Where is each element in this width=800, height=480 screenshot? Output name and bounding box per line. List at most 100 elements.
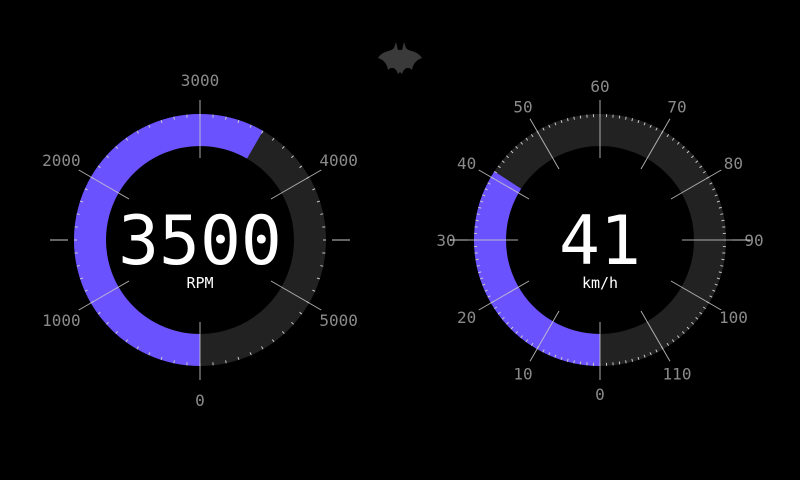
speed-minor-tick — [720, 213, 724, 215]
speed-minor-tick — [702, 306, 706, 310]
speed-value-arc — [474, 171, 601, 366]
speed-tick-label: 0 — [595, 385, 605, 404]
rpm-minor-tick — [237, 120, 240, 124]
speed-minor-tick — [494, 306, 498, 310]
speed-minor-tick — [478, 271, 482, 274]
speed-minor-tick — [525, 137, 529, 141]
rpm-minor-tick — [148, 352, 151, 356]
rpm-minor-tick — [173, 360, 175, 364]
rpm-minor-tick — [115, 146, 119, 149]
speed-minor-tick — [718, 271, 722, 274]
speed-minor-tick — [631, 118, 634, 122]
rpm-minor-tick — [225, 116, 227, 120]
speed-minor-tick — [506, 155, 509, 159]
rpm-minor-tick — [249, 124, 252, 128]
speed-minor-tick — [520, 141, 523, 145]
speed-minor-tick — [655, 349, 658, 353]
speed-minor-tick — [643, 122, 646, 126]
rpm-minor-tick — [160, 356, 163, 360]
speed-minor-tick — [625, 360, 627, 364]
speed-minor-tick — [691, 321, 694, 325]
speed-minor-tick — [484, 188, 488, 191]
speed-minor-tick — [482, 283, 486, 286]
rpm-minor-tick — [281, 146, 285, 149]
speed-tick-label: 60 — [590, 77, 609, 96]
speed-minor-tick — [501, 160, 505, 163]
speed-minor-tick — [554, 122, 557, 126]
speed-minor-tick — [702, 170, 706, 174]
rpm-minor-tick — [148, 124, 151, 128]
speed-minor-tick — [515, 331, 519, 334]
rpm-minor-tick — [291, 155, 294, 159]
speed-minor-tick — [637, 120, 640, 124]
rpm-minor-tick — [173, 116, 175, 120]
speed-minor-tick — [530, 134, 534, 138]
rpm-minor-tick — [125, 339, 129, 343]
rpm-tick-label: 1000 — [42, 311, 81, 330]
speed-minor-tick — [478, 206, 482, 209]
speed-minor-tick — [681, 331, 685, 334]
speed-minor-tick — [712, 188, 716, 191]
speed-minor-tick — [506, 321, 509, 325]
speed-minor-tick — [625, 116, 627, 120]
speed-minor-tick — [649, 124, 652, 128]
rpm-minor-tick — [84, 188, 88, 191]
speed-minor-tick — [677, 141, 680, 145]
speed-minor-tick — [566, 358, 569, 362]
rpm-minor-tick — [316, 277, 320, 280]
rpm-minor-tick — [125, 137, 129, 141]
speed-gauge: 0 10 20 30 40 50 60 70 80 90 100 110 — [436, 77, 763, 404]
rpm-minor-tick — [261, 346, 264, 350]
speed-minor-tick — [720, 265, 724, 267]
rpm-minor-tick — [299, 311, 303, 315]
rpm-tick-label: 5000 — [319, 311, 358, 330]
speed-minor-tick — [487, 295, 491, 298]
speed-major-tick — [529, 310, 560, 362]
speed-minor-tick — [716, 200, 720, 203]
rpm-major-tick — [78, 280, 130, 311]
speed-minor-tick — [476, 213, 480, 215]
speed-major-tick — [478, 169, 530, 200]
speed-minor-tick — [714, 194, 718, 197]
speed-minor-tick — [548, 124, 551, 128]
speed-minor-tick — [681, 146, 685, 149]
speed-minor-tick — [525, 339, 529, 343]
rpm-tick-label: 0 — [195, 391, 205, 410]
speed-minor-tick — [480, 277, 484, 280]
speed-minor-tick — [699, 311, 703, 315]
speed-minor-tick — [716, 277, 720, 280]
speed-tick-label: 80 — [724, 154, 743, 173]
speed-major-tick — [670, 280, 722, 311]
bat-icon — [378, 42, 422, 74]
rpm-readout: 3500 — [118, 202, 282, 281]
speed-minor-tick — [480, 200, 484, 203]
speed-minor-tick — [501, 317, 505, 320]
rpm-minor-tick — [271, 339, 275, 343]
speed-minor-tick — [695, 160, 699, 163]
rpm-minor-tick — [320, 213, 324, 215]
rpm-minor-tick — [312, 188, 316, 191]
speed-minor-tick — [671, 137, 675, 141]
speed-minor-tick — [712, 289, 716, 292]
speed-minor-tick — [709, 182, 713, 185]
rpm-minor-tick — [299, 165, 303, 169]
rpm-minor-tick — [249, 352, 252, 356]
rpm-minor-tick — [97, 165, 101, 169]
rpm-minor-tick — [225, 360, 227, 364]
rpm-minor-tick — [237, 356, 240, 360]
speed-minor-tick — [510, 150, 514, 154]
speed-minor-tick — [530, 342, 534, 346]
speed-tick-label: 50 — [513, 98, 532, 117]
rpm-minor-tick — [271, 137, 275, 141]
speed-minor-tick — [494, 170, 498, 174]
speed-minor-tick — [699, 165, 703, 169]
speed-tick-label: 110 — [663, 364, 692, 383]
speed-unit-label: km/h — [582, 274, 618, 292]
rpm-tick-label: 2000 — [42, 151, 81, 170]
speed-minor-tick — [542, 349, 545, 353]
speed-tick-label: 40 — [457, 154, 476, 173]
speed-minor-tick — [560, 120, 563, 124]
rpm-minor-tick — [97, 311, 101, 315]
speed-minor-tick — [566, 118, 569, 122]
